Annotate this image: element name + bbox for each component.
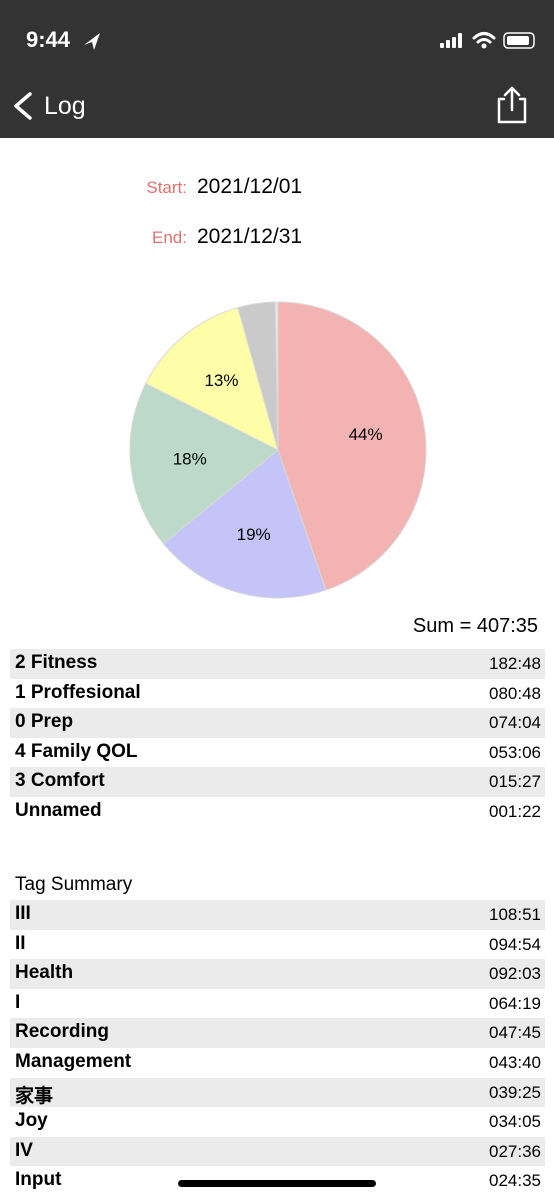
list-row[interactable]: 0 Prep 074:04 bbox=[10, 708, 545, 738]
row-time: 074:04 bbox=[489, 713, 541, 733]
list-row[interactable]: 1 Proffesional 080:48 bbox=[10, 679, 545, 709]
slice-label: 18% bbox=[173, 449, 207, 468]
row-name: Joy bbox=[15, 1110, 48, 1132]
list-row[interactable]: Joy 034:05 bbox=[10, 1107, 545, 1137]
battery-icon bbox=[503, 32, 535, 49]
sum: Sum = 407:35 bbox=[412, 615, 538, 637]
list-row[interactable]: Input 024:35 bbox=[10, 1166, 545, 1196]
row-time: 053:06 bbox=[489, 742, 541, 762]
row-time: 064:19 bbox=[489, 993, 541, 1013]
row-name: Management bbox=[15, 1051, 132, 1072]
slice-label: 19% bbox=[237, 525, 271, 544]
row-time: 043:40 bbox=[489, 1053, 541, 1072]
back-label[interactable]: Log bbox=[44, 92, 86, 120]
share-icon[interactable] bbox=[497, 86, 527, 124]
row-name: 1 Proffesional bbox=[15, 681, 141, 703]
row-time: 015:27 bbox=[489, 772, 541, 792]
row-name: 3 Comfort bbox=[15, 770, 105, 792]
row-name: Input bbox=[15, 1169, 62, 1191]
row-time: 024:35 bbox=[489, 1171, 541, 1191]
wifi-icon bbox=[472, 32, 496, 44]
row-time: 039:25 bbox=[489, 1082, 541, 1102]
signal-icon bbox=[440, 33, 462, 48]
start-date[interactable]: 2021/12/01 bbox=[197, 175, 303, 198]
battery-level bbox=[507, 36, 529, 45]
list-row[interactable]: Unnamed 001:22 bbox=[10, 797, 545, 827]
list-row[interactable]: Recording 047:45 bbox=[10, 1018, 545, 1048]
row-name: Unnamed bbox=[15, 800, 102, 821]
row-time: 034:05 bbox=[489, 1112, 541, 1132]
row-time: 001:22 bbox=[489, 802, 541, 821]
home-indicator bbox=[178, 1180, 376, 1187]
row-time: 047:45 bbox=[489, 1023, 541, 1043]
end-date[interactable]: 2021/12/31 bbox=[197, 225, 303, 248]
pie-slice bbox=[274, 301, 279, 451]
location-icon bbox=[84, 33, 100, 50]
back-chevron[interactable] bbox=[14, 92, 32, 120]
pie-slice bbox=[129, 382, 279, 545]
row-time: 027:36 bbox=[489, 1141, 541, 1161]
slice-label: 13% bbox=[204, 371, 238, 390]
row-name: 2 Fitness bbox=[15, 652, 98, 673]
slice-label: 44% bbox=[349, 425, 383, 444]
pie-slice bbox=[162, 449, 327, 599]
pie-slice bbox=[277, 301, 427, 591]
list-row[interactable]: 3 Comfort 015:27 bbox=[10, 767, 545, 797]
row-name: 4 Family QOL bbox=[15, 740, 138, 762]
row-name: III bbox=[15, 903, 31, 924]
list-row[interactable]: III 108:51 bbox=[10, 900, 545, 930]
row-time: 080:48 bbox=[489, 683, 541, 703]
list-row[interactable]: IV 027:36 bbox=[10, 1136, 545, 1167]
pie-slice bbox=[145, 306, 279, 451]
header: 9:44 Log bbox=[0, 0, 554, 138]
row-name: I bbox=[15, 991, 21, 1013]
row-time: 108:51 bbox=[489, 905, 541, 924]
list-row[interactable]: 家事 039:25 bbox=[10, 1077, 545, 1108]
start-label: Start: bbox=[146, 178, 187, 197]
status-time: 9:44 bbox=[26, 27, 71, 52]
row-name: Recording bbox=[15, 1021, 109, 1043]
pie-chart: 44% 19% 18% 13% bbox=[129, 301, 427, 599]
wifi-dot bbox=[481, 43, 487, 49]
list-row[interactable]: 4 Family QOL 053:06 bbox=[10, 738, 545, 768]
row-time: 092:03 bbox=[489, 964, 541, 984]
list-row[interactable]: 2 Fitness 182:48 bbox=[10, 649, 545, 679]
tag-summary-title: Tag Summary bbox=[15, 874, 133, 895]
list-row[interactable]: II 094:54 bbox=[10, 930, 545, 960]
list-row[interactable]: Health 092:03 bbox=[10, 959, 545, 989]
header-icons bbox=[14, 32, 535, 124]
end-label: End: bbox=[152, 228, 187, 247]
list-row[interactable]: Management 043:40 bbox=[10, 1048, 545, 1078]
row-time: 094:54 bbox=[489, 934, 541, 954]
row-time: 182:48 bbox=[489, 654, 541, 673]
row-name: II bbox=[15, 932, 26, 954]
row-name: Health bbox=[15, 962, 74, 984]
list-row[interactable]: I 064:19 bbox=[10, 989, 545, 1019]
row-name: 家事 bbox=[15, 1085, 54, 1107]
row-name: 0 Prep bbox=[15, 711, 74, 733]
row-name: IV bbox=[15, 1139, 33, 1161]
